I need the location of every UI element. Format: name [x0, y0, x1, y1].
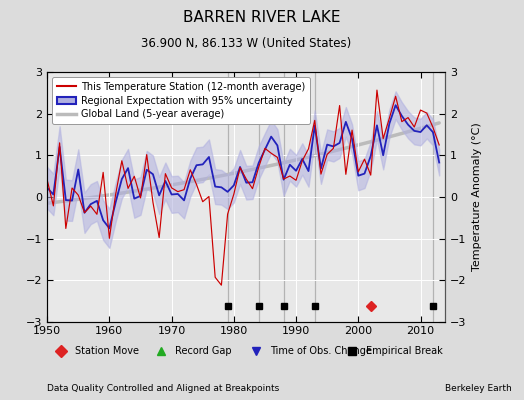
Text: Data Quality Controlled and Aligned at Breakpoints: Data Quality Controlled and Aligned at B…: [47, 384, 279, 393]
Y-axis label: Temperature Anomaly (°C): Temperature Anomaly (°C): [472, 123, 482, 271]
Text: Time of Obs. Change: Time of Obs. Change: [270, 346, 372, 356]
Text: Record Gap: Record Gap: [174, 346, 231, 356]
Text: Station Move: Station Move: [75, 346, 139, 356]
Text: Berkeley Earth: Berkeley Earth: [445, 384, 512, 393]
Text: Empirical Break: Empirical Break: [366, 346, 442, 356]
Title: 36.900 N, 86.133 W (United States): 36.900 N, 86.133 W (United States): [141, 37, 352, 50]
Text: BARREN RIVER LAKE: BARREN RIVER LAKE: [183, 10, 341, 26]
Legend: This Temperature Station (12-month average), Regional Expectation with 95% uncer: This Temperature Station (12-month avera…: [52, 77, 310, 124]
